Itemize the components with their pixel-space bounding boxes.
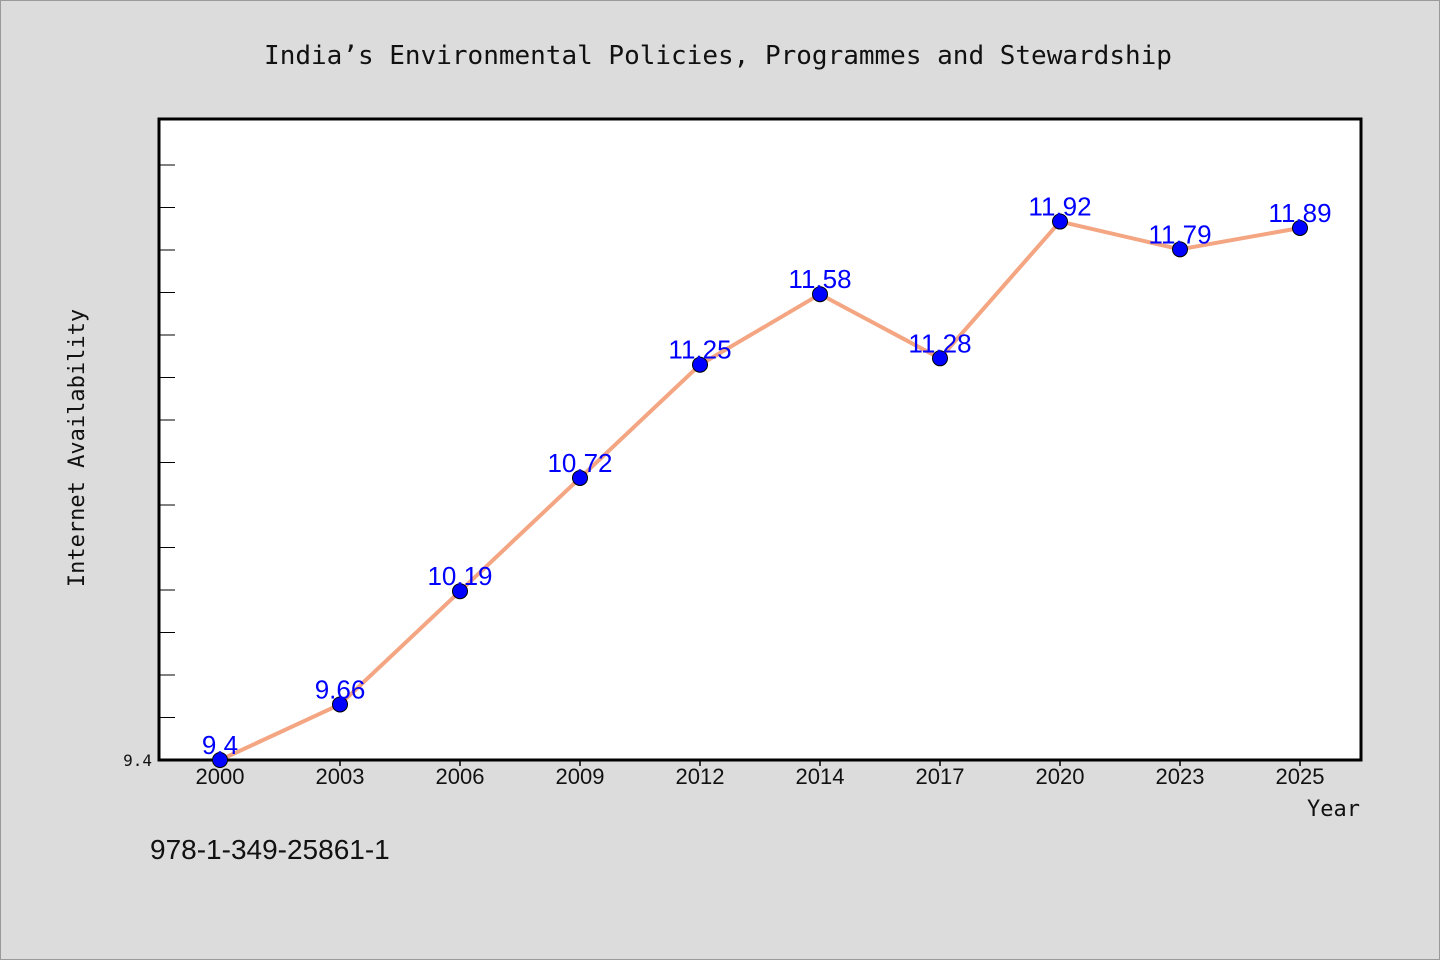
data-label: 11.25: [668, 335, 731, 365]
data-point: [212, 752, 228, 768]
data-label: 9.4: [202, 730, 238, 760]
series-line: [219, 219, 1301, 762]
x-tick-label: 2017: [916, 764, 965, 789]
data-label: 11.92: [1028, 192, 1091, 222]
y-axis-label: Internet Availability: [65, 309, 90, 587]
x-tick-label: 2023: [1156, 764, 1205, 789]
data-label: 9.66: [315, 674, 366, 704]
data-point: [332, 696, 348, 713]
x-ticks: [219, 760, 1301, 766]
data-point: [1172, 241, 1188, 258]
data-markers: [212, 213, 1308, 768]
x-tick-label: 2020: [1036, 764, 1085, 789]
plot-area: [157, 117, 1363, 762]
x-tick-label: 2006: [436, 764, 485, 789]
chart-title: India’s Environmental Policies, Programm…: [264, 41, 1172, 71]
x-tick-label: 2003: [316, 764, 365, 789]
data-point: [812, 286, 828, 303]
isbn-footer: 978-1-349-25861-1: [150, 834, 390, 865]
data-point: [692, 356, 708, 373]
data-label: 10.72: [547, 448, 612, 478]
data-point: [572, 469, 588, 486]
data-label: 11.89: [1268, 198, 1331, 228]
data-point: [1052, 213, 1068, 230]
x-tick-labels: 2000 2003 2006 2009 2012 2014 2017 2020 2023 2025: [196, 764, 1325, 789]
x-tick-label: 2012: [676, 764, 725, 789]
data-label: 11.28: [908, 328, 971, 358]
data-point: [1292, 219, 1308, 236]
data-label: 10.19: [427, 561, 492, 591]
y-tick-label: 9.4: [123, 751, 152, 770]
x-axis-label: Year: [1307, 797, 1360, 822]
x-tick-label: 2000: [196, 764, 245, 789]
x-tick-label: 2009: [556, 764, 605, 789]
data-point: [932, 350, 948, 367]
data-label: 11.58: [788, 264, 851, 294]
y-minor-ticks: [159, 164, 175, 718]
data-point: [452, 583, 468, 600]
y-tick-labels: 9.4: [123, 751, 152, 770]
data-label: 11.79: [1148, 219, 1211, 249]
x-tick-label: 2014: [796, 764, 845, 789]
x-tick-label: 2025: [1276, 764, 1325, 789]
data-labels: 9.4 9.66 10.19 10.72 11.25 11.58 11.28 11.92 11.…: [202, 192, 1332, 760]
